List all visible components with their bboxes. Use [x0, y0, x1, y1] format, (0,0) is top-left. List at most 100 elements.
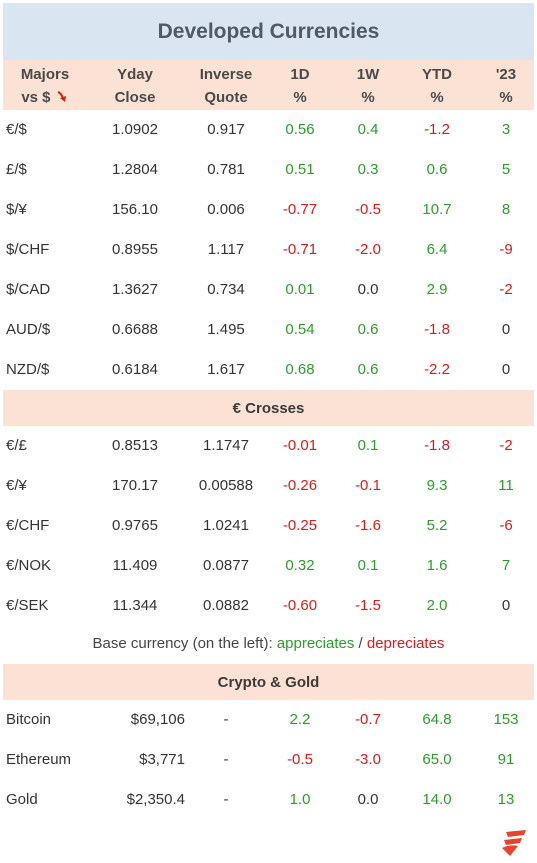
w1-cell: -0.1 — [355, 477, 381, 494]
y23-cell: 0 — [501, 361, 511, 378]
d1-cell: 0.54 — [285, 321, 315, 338]
pair-cell: Gold — [6, 791, 38, 808]
d1-cell: 2.2 — [289, 711, 311, 728]
pair-cell: $/CAD — [6, 281, 51, 298]
pair-cell: £/$ — [6, 161, 27, 178]
table-row: NZD/$ 0.6184 1.617 0.68 0.6 -2.2 0 — [3, 350, 534, 390]
y23-cell: -2 — [499, 437, 513, 454]
close-cell: 0.6688 — [112, 321, 158, 338]
col-inverse-quote: Inverse Quote — [199, 66, 253, 106]
col-ytd: YTD% — [422, 66, 452, 106]
inverse-cell: - — [223, 791, 229, 808]
col-1w: 1W% — [356, 66, 380, 106]
inverse-cell: 1.117 — [207, 241, 245, 258]
ytd-cell: -1.8 — [424, 321, 450, 338]
close-cell: 1.3627 — [112, 281, 158, 298]
y23-cell: -9 — [499, 241, 513, 258]
inverse-cell: 1.617 — [207, 361, 245, 378]
legend-depreciates: depreciates — [366, 635, 445, 652]
close-cell: 156.10 — [112, 201, 158, 218]
inverse-cell: 0.00588 — [198, 477, 254, 494]
w1-cell: 0.0 — [357, 791, 379, 808]
inverse-cell: - — [223, 711, 229, 728]
y23-cell: 91 — [497, 751, 515, 768]
ytd-cell: -2.2 — [424, 361, 450, 378]
y23-cell: -6 — [499, 517, 513, 534]
pair-cell: €/¥ — [6, 477, 27, 494]
table-row: $/¥ 156.10 0.006 -0.77 -0.5 10.7 8 — [3, 190, 534, 230]
w1-cell: -3.0 — [355, 751, 381, 768]
close-cell: $3,771 — [139, 751, 185, 768]
ytd-cell: 2.0 — [426, 597, 448, 614]
down-arrow-icon — [57, 91, 66, 102]
w1-cell: 0.6 — [357, 361, 379, 378]
close-cell: 1.0902 — [112, 121, 158, 138]
inverse-cell: 0.0877 — [203, 557, 249, 574]
w1-cell: 0.3 — [357, 161, 379, 178]
ytd-cell: 10.7 — [422, 201, 452, 218]
inverse-cell: 0.734 — [207, 281, 245, 298]
ytd-cell: 64.8 — [422, 711, 452, 728]
w1-cell: 0.0 — [357, 281, 379, 298]
close-cell: $69,106 — [130, 711, 185, 728]
d1-cell: 0.32 — [285, 557, 315, 574]
table-row: AUD/$ 0.6688 1.495 0.54 0.6 -1.8 0 — [3, 310, 534, 350]
close-cell: $2,350.4 — [126, 791, 185, 808]
col-1d: 1D% — [290, 66, 310, 106]
close-cell: 11.344 — [112, 597, 158, 614]
table-row: £/$ 1.2804 0.781 0.51 0.3 0.6 5 — [3, 150, 534, 190]
col-23: '23% — [495, 66, 517, 106]
y23-cell: 13 — [497, 791, 515, 808]
table-row: Gold $2,350.4 - 1.0 0.0 14.0 13 — [3, 780, 534, 820]
d1-cell: 0.01 — [285, 281, 315, 298]
d1-cell: -0.25 — [282, 517, 318, 534]
d1-cell: -0.26 — [282, 477, 318, 494]
close-cell: 0.8513 — [112, 437, 158, 454]
pair-cell: Bitcoin — [6, 711, 52, 728]
ytd-cell: 9.3 — [426, 477, 448, 494]
w1-cell: 0.6 — [357, 321, 379, 338]
table-title: Developed Currencies — [3, 3, 534, 60]
d1-cell: -0.01 — [282, 437, 318, 454]
inverse-cell: 0.917 — [207, 121, 245, 138]
y23-cell: 11 — [498, 477, 514, 494]
brand-logo-icon — [502, 830, 526, 856]
y23-cell: 8 — [501, 201, 511, 218]
d1-cell: 1.0 — [289, 791, 311, 808]
pair-cell: $/CHF — [6, 241, 50, 258]
inverse-cell: 1.495 — [207, 321, 245, 338]
close-cell: 0.8955 — [112, 241, 158, 258]
d1-cell: -0.5 — [287, 751, 313, 768]
inverse-cell: 1.0241 — [203, 517, 249, 534]
pair-cell: AUD/$ — [6, 321, 51, 338]
table-row: €/SEK 11.344 0.0882 -0.60 -1.5 2.0 0 — [3, 586, 534, 626]
pair-cell: NZD/$ — [6, 361, 50, 378]
y23-cell: 0 — [501, 597, 511, 614]
w1-cell: 0.1 — [357, 437, 379, 454]
table-row: Bitcoin $69,106 - 2.2 -0.7 64.8 153 — [3, 700, 534, 740]
pair-cell: €/SEK — [6, 597, 49, 614]
d1-cell: -0.71 — [282, 241, 318, 258]
ytd-cell: 1.6 — [426, 557, 448, 574]
inverse-cell: - — [223, 751, 229, 768]
w1-cell: -2.0 — [355, 241, 381, 258]
w1-cell: -0.5 — [355, 201, 381, 218]
pair-cell: €/£ — [6, 437, 27, 454]
close-cell: 1.2804 — [112, 161, 158, 178]
w1-cell: 0.1 — [357, 557, 379, 574]
col-yday-close: Yday Close — [114, 66, 156, 106]
y23-cell: 3 — [501, 121, 511, 138]
table-row: €/NOK 11.409 0.0877 0.32 0.1 1.6 7 — [3, 546, 534, 586]
inverse-cell: 0.006 — [207, 201, 245, 218]
close-cell: 11.409 — [112, 557, 158, 574]
table-row: $/CHF 0.8955 1.117 -0.71 -2.0 6.4 -9 — [3, 230, 534, 270]
y23-cell: -2 — [499, 281, 513, 298]
ytd-cell: 14.0 — [422, 791, 452, 808]
ytd-cell: 0.6 — [426, 161, 448, 178]
ytd-cell: -1.2 — [424, 121, 450, 138]
section-crypto-gold: Crypto & Gold — [3, 664, 534, 700]
ytd-cell: -1.8 — [424, 437, 450, 454]
w1-cell: 0.4 — [357, 121, 379, 138]
y23-cell: 5 — [501, 161, 511, 178]
pair-cell: €/NOK — [6, 557, 52, 574]
